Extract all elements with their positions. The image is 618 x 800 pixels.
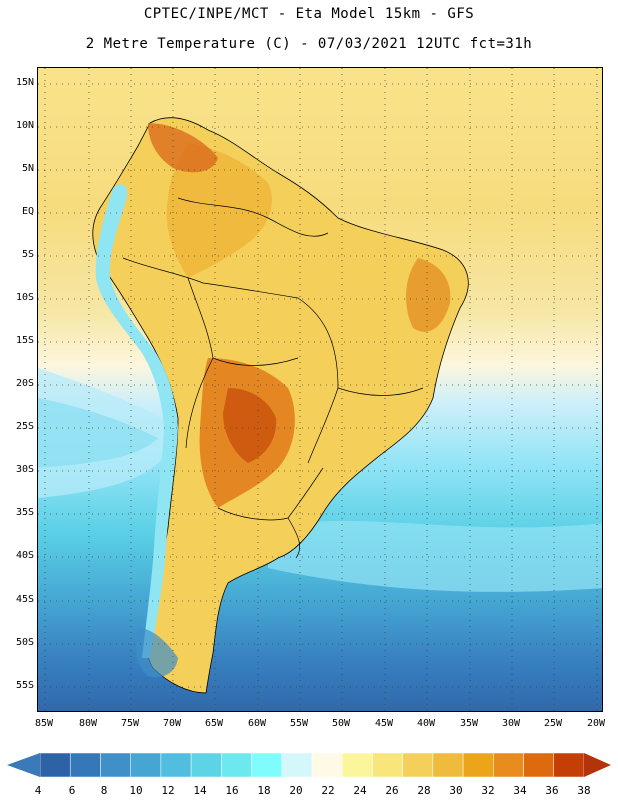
longitude-label: 65W [204, 718, 224, 729]
longitude-label: 40W [416, 718, 436, 729]
latitude-label: 50S [15, 637, 34, 648]
colorbar-label: 32 [481, 784, 495, 797]
latitude-label: EQ [21, 206, 34, 217]
colorbar-label: 34 [513, 784, 527, 797]
colorbar-label: 14 [193, 784, 207, 797]
colorbar-swatch [281, 752, 313, 778]
latitude-label: 10S [15, 292, 34, 303]
colorbar-label: 6 [68, 784, 76, 797]
colorbar-swatch [190, 752, 222, 778]
graticule [38, 68, 602, 711]
colorbar-label: 12 [161, 784, 175, 797]
map-title: CPTEC/INPE/MCT - Eta Model 15km - GFS [143, 6, 475, 22]
longitude-label: 30W [501, 718, 521, 729]
colorbar-swatch [100, 752, 131, 778]
colorbar-swatch [432, 752, 464, 778]
longitude-label: 45W [374, 718, 394, 729]
longitude-label: 80W [78, 718, 98, 729]
colorbar-swatch [341, 752, 373, 778]
colorbar-label: 22 [321, 784, 335, 797]
latitude-label: 20S [15, 378, 34, 389]
longitude-label: 55W [289, 718, 309, 729]
longitude-label: 50W [331, 718, 351, 729]
colorbar-high-arrow [584, 753, 611, 777]
colorbar-swatch [130, 752, 162, 778]
latitude-label: 10N [15, 120, 34, 131]
latitude-label: 15S [15, 335, 34, 346]
latitude-label: 25S [15, 421, 34, 432]
atlantic-cool-area [268, 520, 602, 592]
colorbar-label: 38 [577, 784, 591, 797]
colorbar-label: 24 [353, 784, 367, 797]
country-borders [122, 197, 424, 559]
colorbar-label: 30 [449, 784, 463, 797]
pacific-cold-core [38, 398, 158, 468]
colorbar-label: 28 [417, 784, 431, 797]
latitude-label: 5N [21, 163, 34, 174]
colorbar-label: 36 [545, 784, 559, 797]
longitude-label: 75W [120, 718, 140, 729]
venezuela-hot-zone [148, 123, 218, 173]
longitude-label: 20W [586, 718, 606, 729]
longitude-label: 85W [34, 718, 54, 729]
colorbar-low-arrow [7, 753, 40, 777]
colorbar-label: 10 [129, 784, 143, 797]
colorbar-swatch [372, 752, 403, 778]
latitude-label: 35S [15, 507, 34, 518]
colorbar-swatch [553, 752, 585, 778]
longitude-label: 25W [543, 718, 563, 729]
colorbar-swatch [493, 752, 524, 778]
colorbar-swatch [523, 752, 555, 778]
temperature-map [37, 67, 603, 712]
patagonia-cold-zone [135, 628, 178, 678]
map-canvas [38, 68, 602, 711]
northeast-hot-zone [406, 258, 451, 332]
colorbar-label: 20 [289, 784, 303, 797]
longitude-label: 35W [459, 718, 479, 729]
colorbar-swatch [462, 752, 494, 778]
colorbar-swatch [160, 752, 192, 778]
latitude-label: 40S [15, 550, 34, 561]
latitude-label: 15N [15, 77, 34, 88]
latitude-label: 30S [15, 464, 34, 475]
colorbar-swatch [39, 752, 71, 778]
chaco-hottest-zone [223, 388, 277, 463]
colorbar-swatch [69, 752, 101, 778]
colorbar-swatch [251, 752, 283, 778]
colorbar-label: 4 [34, 784, 42, 797]
longitude-label: 70W [162, 718, 182, 729]
amazon-warm-zone [166, 143, 272, 278]
latitude-label: 5S [21, 249, 34, 260]
colorbar-swatch [402, 752, 434, 778]
latitude-label: 55S [15, 680, 34, 691]
latitude-label: 45S [15, 594, 34, 605]
colorbar-swatch [311, 752, 343, 778]
map-subtitle: 2 Metre Temperature (C) - 07/03/2021 12U… [85, 36, 533, 52]
colorbar-label: 26 [385, 784, 399, 797]
colorbar-label: 8 [100, 784, 108, 797]
color-scale-bar [7, 752, 611, 778]
colorbar-label: 16 [225, 784, 239, 797]
colorbar-swatch [221, 752, 252, 778]
colorbar-label: 18 [257, 784, 271, 797]
longitude-label: 60W [247, 718, 267, 729]
andes-cold-zone [95, 184, 178, 658]
